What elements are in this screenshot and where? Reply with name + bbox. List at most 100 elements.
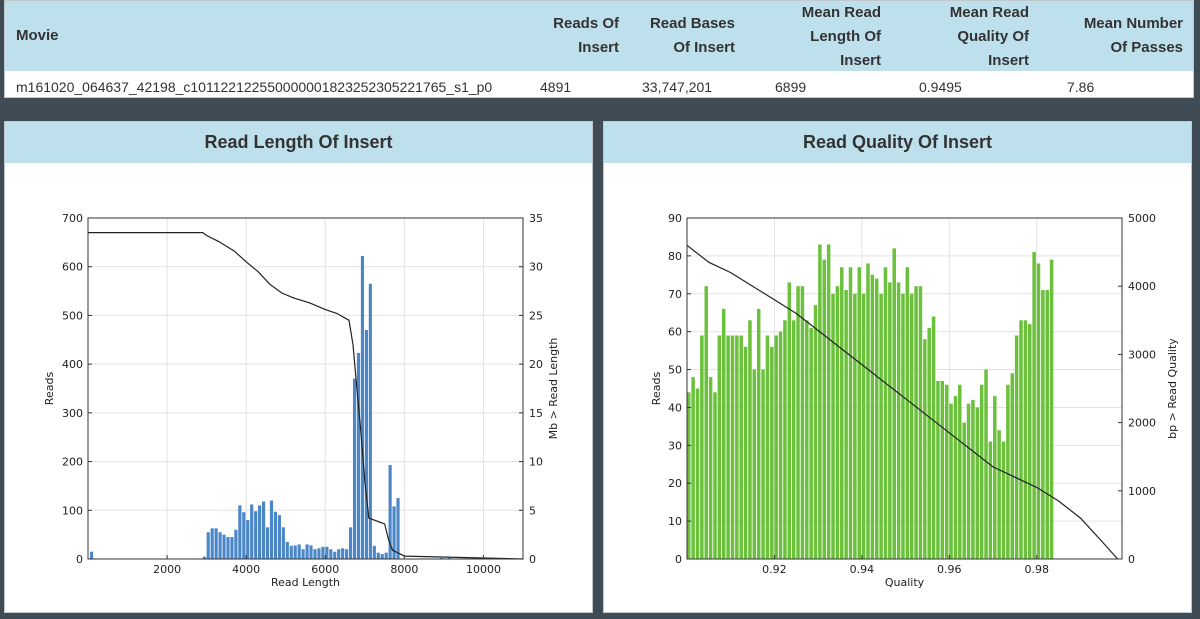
y-tick-label: 600 xyxy=(62,261,83,274)
histogram-bar xyxy=(761,369,765,559)
histogram-bar xyxy=(392,506,396,559)
histogram-bar xyxy=(883,267,888,559)
x-tick-label: 10000 xyxy=(466,563,501,576)
y-axis-label: Reads xyxy=(43,372,56,406)
col-header-reads-of-insert[interactable]: Reads Of Insert xyxy=(553,15,619,56)
histogram-bar xyxy=(704,286,708,559)
histogram-bar xyxy=(813,305,818,559)
cell-read-bases-of-insert: 33,747,201 xyxy=(642,79,713,95)
histogram-bar xyxy=(984,369,988,559)
histogram-bar xyxy=(1028,324,1032,559)
y-axis-label: Reads xyxy=(650,372,663,406)
histogram-bar xyxy=(246,520,250,559)
histogram-bar xyxy=(372,545,376,559)
histogram-bar xyxy=(202,556,206,559)
histogram-bar xyxy=(953,396,958,559)
col-header-mean-number-of-passes[interactable]: Mean Number Of Passes xyxy=(1083,15,1183,56)
histogram-bar xyxy=(222,534,226,559)
histogram-bar xyxy=(822,259,827,559)
cell-mean-read-length: 6899 xyxy=(775,79,807,95)
histogram-bar xyxy=(317,548,321,559)
histogram-bar xyxy=(853,293,857,559)
histogram-bar xyxy=(301,549,305,559)
histogram-bar xyxy=(376,552,380,559)
y-tick-label: 60 xyxy=(668,326,682,339)
cumulative-line xyxy=(88,231,524,560)
histogram-bar xyxy=(89,551,94,559)
histogram-bar xyxy=(844,289,848,559)
y2-tick-label: 3000 xyxy=(1128,348,1156,361)
histogram-bar xyxy=(1023,320,1028,559)
col-header-mean-read-length[interactable]: Mean Read Length Of Insert xyxy=(801,4,881,69)
histogram-bar xyxy=(966,403,971,559)
histogram-bar xyxy=(927,327,931,559)
histogram-bar xyxy=(250,504,254,559)
x-tick-label: 0.92 xyxy=(762,563,787,576)
histogram-bar xyxy=(297,544,301,559)
histogram-bar xyxy=(726,335,730,559)
histogram-bar xyxy=(835,286,840,559)
y2-tick-label: 5 xyxy=(529,504,536,517)
y-tick-label: 300 xyxy=(62,407,83,420)
histogram-bar xyxy=(1032,252,1036,559)
plot-frame xyxy=(87,217,524,560)
col-header-mean-read-quality[interactable]: Mean Read Quality Of Insert xyxy=(949,4,1029,69)
histogram-bar xyxy=(214,528,218,559)
histogram-bar xyxy=(1041,289,1045,559)
histogram-bar xyxy=(687,392,691,559)
y-tick-label: 100 xyxy=(62,504,83,517)
histogram-bar xyxy=(923,339,927,559)
histogram-bar xyxy=(778,331,783,559)
y2-tick-label: 5000 xyxy=(1128,212,1156,225)
y2-tick-label: 4000 xyxy=(1128,280,1156,293)
histogram-bar xyxy=(277,515,281,559)
y-tick-label: 70 xyxy=(668,288,682,301)
histogram-bar xyxy=(888,282,892,559)
y-tick-label: 400 xyxy=(62,358,83,371)
histogram-bar xyxy=(384,552,388,559)
histogram-bar xyxy=(739,335,743,559)
read-length-chart: 0 100 200 300 400 500 600 700 0 5 10 15 20 25 30 35 2000… xyxy=(43,212,560,589)
histogram-bar xyxy=(783,320,787,559)
histogram-bar xyxy=(708,377,713,559)
y2-tick-label: 0 xyxy=(1128,553,1135,566)
y2-axis-label: bp > Read Quality xyxy=(1166,338,1179,439)
y2-tick-label: 20 xyxy=(529,358,543,371)
histogram-bar xyxy=(1036,263,1041,559)
y-tick-label: 200 xyxy=(62,456,83,469)
col-header-read-bases-of-insert[interactable]: Read Bases Of Insert xyxy=(649,15,735,56)
histogram-bar xyxy=(840,267,844,559)
y-tick-label: 80 xyxy=(668,250,682,263)
y2-tick-label: 1000 xyxy=(1128,485,1156,498)
histogram-bar xyxy=(901,293,905,559)
histogram-bar xyxy=(857,267,861,559)
histogram-bar xyxy=(289,545,293,559)
histogram-bar xyxy=(1045,289,1049,559)
cell-reads-of-insert: 4891 xyxy=(540,79,572,95)
histogram-bar xyxy=(210,528,214,559)
summary-table: Movie Reads Of Insert Read Bases Of Inse… xyxy=(4,0,1194,98)
histogram-bar xyxy=(765,335,770,559)
histogram-bar xyxy=(691,377,695,559)
histogram-bar xyxy=(791,320,796,559)
histogram-bar xyxy=(337,549,341,559)
histogram-bar xyxy=(234,529,238,559)
histogram-bar xyxy=(388,464,392,559)
read-length-panel: Read Length Of Insert 0 100 200 300 400 500 60… xyxy=(4,121,593,613)
read-quality-chart: 0 10 20 30 40 50 60 70 80 90 0 1000 2000 3000 4000 5000… xyxy=(650,212,1179,589)
y2-tick-label: 2000 xyxy=(1128,417,1156,430)
col-header-movie[interactable]: Movie xyxy=(16,27,59,44)
cell-mean-number-of-passes: 7.86 xyxy=(1067,79,1095,95)
histogram-bar xyxy=(281,527,285,559)
histogram-bar xyxy=(770,346,774,559)
histogram-bar xyxy=(305,544,309,559)
y-tick-label: 0 xyxy=(76,553,83,566)
histogram-bar xyxy=(356,352,361,559)
histogram-bar xyxy=(254,511,258,559)
y2-axis-label: Mb > Read Length xyxy=(547,338,560,440)
histogram-bar xyxy=(866,263,870,559)
x-tick-label: 0.98 xyxy=(1024,563,1049,576)
histogram-bar xyxy=(262,501,266,559)
histogram-bar xyxy=(796,286,800,559)
histogram-bar xyxy=(752,369,757,559)
